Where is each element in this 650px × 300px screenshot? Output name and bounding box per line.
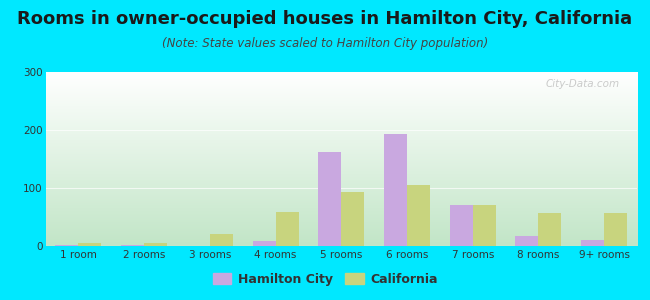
Text: City-Data.com: City-Data.com — [545, 79, 619, 89]
Bar — [604, 213, 627, 246]
Bar — [210, 234, 233, 246]
Bar — [144, 243, 167, 246]
Bar — [121, 245, 144, 246]
Bar — [473, 206, 496, 246]
Text: Rooms in owner-occupied houses in Hamilton City, California: Rooms in owner-occupied houses in Hamilt… — [18, 11, 632, 28]
Bar — [276, 212, 298, 246]
Bar — [55, 245, 79, 246]
Bar — [384, 134, 407, 246]
Bar — [341, 192, 364, 246]
Legend: Hamilton City, California: Hamilton City, California — [207, 268, 443, 291]
Bar — [407, 185, 430, 246]
Bar — [515, 236, 538, 246]
Bar — [538, 213, 562, 246]
Bar — [581, 240, 604, 246]
Bar — [318, 152, 341, 246]
Bar — [79, 243, 101, 246]
Bar — [252, 242, 276, 246]
Text: (Note: State values scaled to Hamilton City population): (Note: State values scaled to Hamilton C… — [162, 38, 488, 50]
Bar — [450, 206, 473, 246]
